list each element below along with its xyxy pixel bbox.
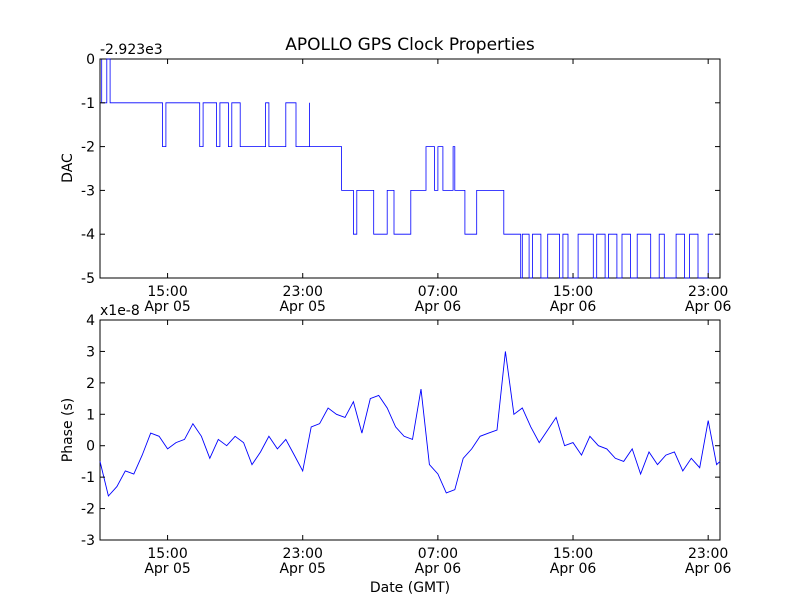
phase-series-line (99, 351, 721, 497)
phase-offset-label: x1e-8 (100, 303, 140, 319)
y-tick-label: 4 (86, 313, 95, 329)
dac-y-axis-label: DAC (60, 153, 76, 183)
phase-y-ticks: 4 3 2 1 0 -1 -2 -3 (81, 313, 720, 549)
x-tick-date-label: Apr 05 (279, 561, 325, 577)
y-tick-label: 3 (86, 344, 95, 360)
x-tick-date-label: Apr 06 (685, 561, 732, 577)
y-tick-label: 0 (86, 439, 95, 455)
x-tick-time-label: 15:00 (147, 284, 187, 300)
y-tick-label: -1 (81, 470, 95, 486)
y-tick-label: 1 (86, 407, 95, 423)
y-tick-label: 2 (86, 376, 95, 392)
x-tick-time-label: 23:00 (688, 284, 728, 300)
x-tick-time-label: 23:00 (283, 546, 323, 562)
y-tick-label: -2 (81, 140, 95, 156)
dac-offset-label: -2.923e3 (100, 42, 163, 58)
x-tick-time-label: 15:00 (553, 284, 593, 300)
dac-plot-frame (99, 58, 721, 279)
y-tick-label: -3 (81, 533, 95, 549)
y-tick-label: -3 (81, 183, 95, 199)
x-tick-time-label: 07:00 (418, 546, 458, 562)
x-tick-date-label: Apr 06 (415, 299, 462, 315)
dac-series-line (100, 58, 714, 279)
dac-y-ticks: 0 -1 -2 -3 -4 -5 (81, 52, 720, 287)
phase-plot-frame (99, 319, 721, 541)
phase-panel: x1e-8 Phase (s) Date (GMT) 4 3 2 1 0 -1 -2 -3 1… (60, 303, 732, 596)
x-tick-time-label: 23:00 (688, 546, 728, 562)
y-tick-label: -1 (81, 96, 95, 112)
x-tick-time-label: 15:00 (553, 546, 593, 562)
x-tick-date-label: Apr 06 (550, 561, 597, 577)
phase-y-axis-label: Phase (s) (60, 398, 76, 462)
phase-x-axis-label: Date (GMT) (370, 580, 450, 596)
chart-title: APOLLO GPS Clock Properties (285, 35, 535, 55)
x-tick-time-label: 15:00 (147, 546, 187, 562)
x-tick-time-label: 23:00 (283, 284, 323, 300)
x-tick-date-label: Apr 05 (279, 299, 325, 315)
x-tick-date-label: Apr 06 (550, 299, 597, 315)
y-tick-label: -5 (81, 271, 95, 287)
y-tick-label: 0 (86, 52, 95, 68)
x-tick-date-label: Apr 06 (685, 299, 732, 315)
x-tick-date-label: Apr 05 (144, 299, 190, 315)
y-tick-label: -2 (81, 502, 95, 518)
x-tick-time-label: 07:00 (418, 284, 458, 300)
y-tick-label: -4 (81, 227, 95, 243)
x-tick-date-label: Apr 05 (144, 561, 190, 577)
x-tick-date-label: Apr 06 (415, 561, 462, 577)
